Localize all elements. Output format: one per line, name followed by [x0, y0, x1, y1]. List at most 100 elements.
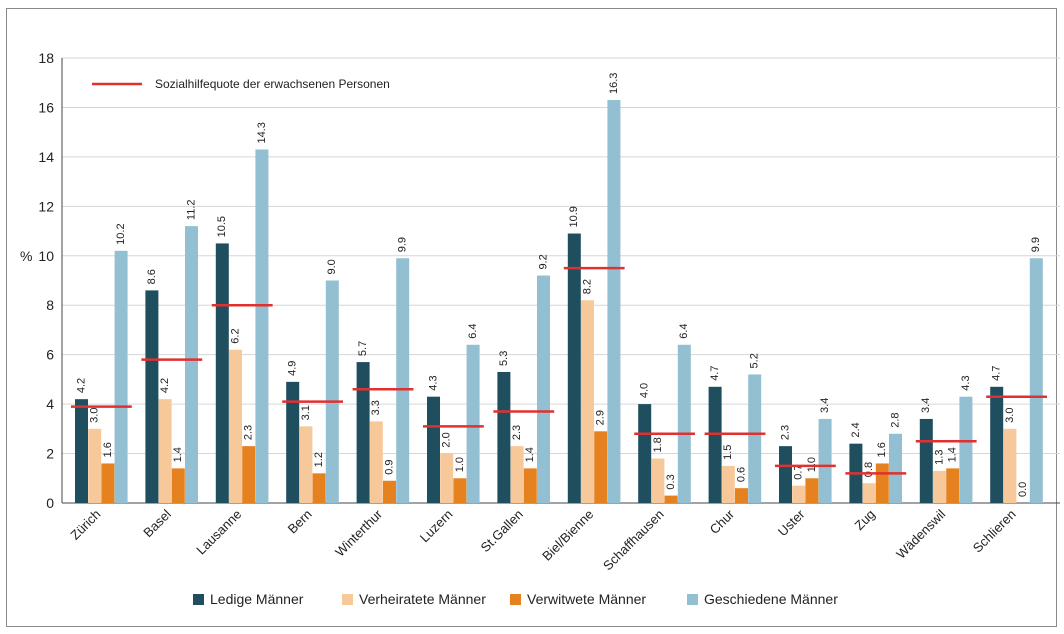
data-label: 4.3: [960, 375, 972, 390]
bar: [638, 404, 652, 503]
bar: [286, 381, 300, 503]
data-label: 1.3: [933, 450, 945, 465]
data-label: 0.8: [863, 462, 875, 477]
y-tick-label: 0: [46, 495, 54, 511]
bar: [933, 470, 946, 503]
bar: [396, 258, 410, 503]
data-label: 6.2: [229, 328, 241, 343]
x-tick-label: Zürich: [67, 507, 103, 543]
x-tick-label: Basel: [140, 506, 174, 540]
data-label: 0.3: [665, 474, 677, 489]
bar: [453, 478, 467, 503]
data-label: 4.9: [287, 361, 299, 376]
y-tick-label: 14: [38, 149, 54, 165]
legend-label: Verwitwete Männer: [527, 591, 646, 607]
bar: [255, 149, 269, 503]
x-tick-label: Biel/Bienne: [539, 507, 596, 564]
bar: [919, 418, 933, 503]
data-label: 14.3: [256, 122, 268, 143]
data-label: 0.6: [735, 467, 747, 482]
data-label: 6.4: [467, 323, 479, 338]
bar: [440, 453, 454, 503]
legend-swatch: [687, 594, 698, 605]
data-label: 1.6: [102, 442, 114, 457]
data-label: 2.0: [441, 432, 453, 447]
bar: [664, 495, 678, 503]
bar: [466, 344, 480, 503]
bar: [959, 396, 973, 503]
bar: [229, 349, 242, 503]
legend-label: Verheiratete Männer: [359, 591, 486, 607]
bar: [1003, 428, 1017, 503]
y-tick-label: 6: [46, 347, 54, 363]
bar: [567, 233, 581, 503]
bar: [735, 488, 748, 503]
x-tick-label: Bern: [285, 507, 315, 537]
bar: [158, 399, 172, 503]
bar: [607, 100, 621, 504]
x-tick-label: Lausanne: [193, 507, 244, 558]
data-label: 1.6: [876, 442, 888, 457]
bar: [383, 480, 396, 503]
bar: [537, 275, 550, 503]
bar: [990, 386, 1004, 503]
chart-frame: [6, 8, 1057, 627]
bar: [101, 463, 115, 503]
data-label: 9.9: [397, 237, 409, 252]
legend-swatch: [342, 594, 353, 605]
data-label: 1.4: [172, 447, 184, 462]
data-label: 3.0: [1004, 408, 1016, 423]
legend-swatch: [510, 594, 521, 605]
y-tick-label: 12: [38, 198, 54, 214]
data-label: 3.0: [89, 408, 101, 423]
data-label: 5.2: [749, 353, 761, 368]
bar: [862, 483, 876, 503]
data-label: 2.9: [595, 410, 607, 425]
bar: [510, 446, 524, 503]
legend-label: Ledige Männer: [210, 591, 304, 607]
data-label: 0.7: [793, 464, 805, 479]
x-tick-label: Zug: [851, 507, 877, 533]
legend-reference-label: Sozialhilfequote der erwachsenen Persone…: [155, 77, 390, 91]
bar: [889, 433, 902, 503]
bar: [708, 386, 722, 503]
bar: [1029, 258, 1043, 503]
data-label: 1.8: [652, 437, 664, 452]
data-label: 9.9: [1030, 237, 1042, 252]
x-tick-label: Uster: [775, 506, 808, 539]
data-label: 10.5: [216, 216, 228, 237]
data-label: 10.2: [115, 223, 127, 244]
data-label: 4.0: [639, 383, 651, 398]
data-label: 1.0: [806, 457, 818, 472]
data-label: 0.0: [1017, 482, 1029, 497]
bar: [651, 458, 665, 503]
y-tick-label: 4: [46, 396, 54, 412]
bar: [805, 478, 819, 503]
data-label: 1.2: [313, 452, 325, 467]
x-tick-label: Chur: [707, 506, 738, 537]
data-label: 8.6: [146, 269, 158, 284]
data-label: 3.1: [300, 405, 312, 420]
bar: [185, 226, 198, 503]
bar: [312, 473, 326, 503]
data-label: 5.3: [498, 351, 510, 366]
legend-swatch: [193, 594, 204, 605]
data-label: 1.5: [722, 445, 734, 460]
bar: [581, 300, 594, 503]
data-label: 11.2: [185, 200, 197, 221]
data-label: 5.7: [357, 341, 369, 356]
x-tick-label: Luzern: [417, 507, 456, 546]
bar: [369, 421, 383, 503]
bar: [677, 344, 691, 503]
bar: [427, 396, 440, 503]
data-label: 4.2: [159, 378, 171, 393]
data-label: 2.3: [511, 425, 523, 440]
bar: [779, 446, 792, 503]
bar: [356, 362, 370, 503]
bar: [299, 426, 313, 503]
data-label: 4.7: [709, 366, 721, 381]
data-label: 2.8: [889, 412, 901, 427]
data-label: 3.4: [819, 398, 831, 413]
data-label: 4.7: [991, 366, 1003, 381]
